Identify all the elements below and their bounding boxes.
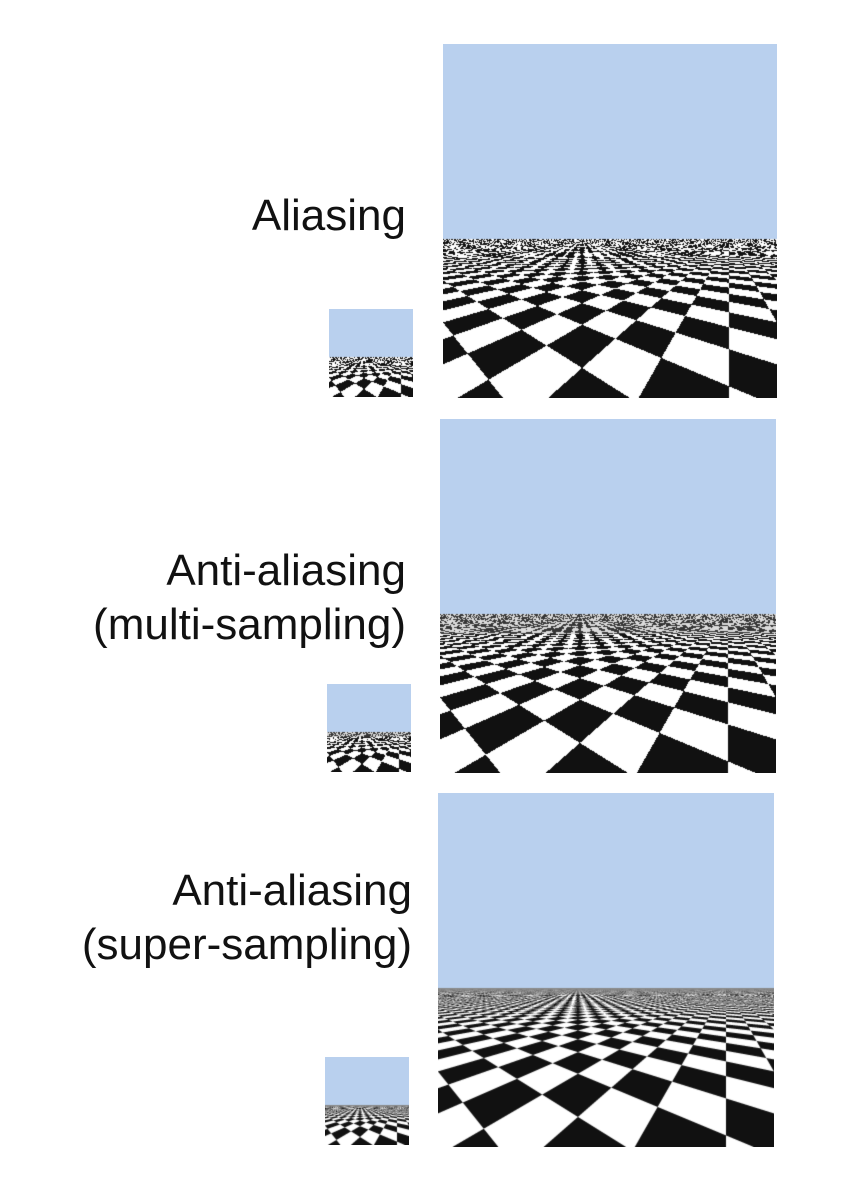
label-line-1: Anti-aliasing: [172, 866, 412, 915]
label-line-2: (super-sampling): [81, 920, 412, 969]
label-line-2: (multi-sampling): [93, 600, 406, 649]
large-checkerboard-multisampling: [440, 419, 776, 773]
small-checkerboard-supersampling: [325, 1057, 409, 1145]
label-supersampling: Anti-aliasing (super-sampling): [82, 864, 412, 972]
label-line-1: Anti-aliasing: [166, 546, 406, 595]
large-checkerboard-supersampling: [438, 793, 774, 1147]
large-checkerboard-aliasing: [443, 44, 777, 398]
small-checkerboard-aliasing: [329, 309, 413, 397]
label-line-1: Aliasing: [251, 191, 406, 240]
small-checkerboard-multisampling: [327, 684, 411, 772]
label-multisampling: Anti-aliasing (multi-sampling): [93, 544, 406, 652]
label-aliasing: Aliasing: [252, 189, 406, 243]
